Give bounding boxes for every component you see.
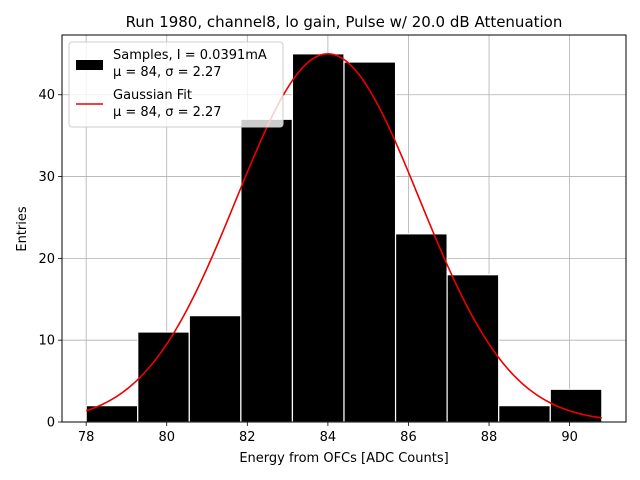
- legend-box: [68, 41, 284, 128]
- x-axis-ticks: 78 80 82 84 86 88 90: [78, 422, 578, 445]
- histogram-bar: [137, 331, 190, 423]
- histogram-bar: [291, 53, 345, 423]
- x-tick-label: 82: [239, 430, 256, 445]
- x-tick-label: 90: [561, 430, 578, 445]
- gaussian-fit-line: [85, 53, 602, 419]
- legend-samples-swatch: [76, 60, 103, 70]
- legend-samples-stats: μ = 84, σ = 2.27: [113, 65, 222, 80]
- chart-title: Run 1980, channel8, lo gain, Pulse w/ 20…: [126, 13, 563, 31]
- x-tick-label: 78: [78, 430, 95, 445]
- histogram-bar: [498, 405, 551, 423]
- legend: Samples, I = 0.0391mA μ = 84, σ = 2.27 G…: [68, 41, 284, 128]
- legend-samples-label: Samples, I = 0.0391mA: [113, 48, 267, 63]
- histogram-bar: [188, 315, 242, 423]
- x-tick-label: 80: [158, 430, 175, 445]
- x-axis-label: Energy from OFCs [ADC Counts]: [239, 451, 448, 466]
- y-tick-label: 30: [38, 170, 55, 185]
- histogram-bar: [446, 274, 500, 423]
- y-tick-label: 0: [47, 416, 55, 431]
- y-axis-ticks: 0 10 20 30 40: [38, 88, 62, 431]
- legend-fit-label: Gaussian Fit: [113, 88, 192, 103]
- histogram-bar: [394, 233, 448, 423]
- histogram-bar: [343, 61, 397, 423]
- plot-frame: [61, 34, 627, 423]
- histogram-bars: [85, 53, 603, 423]
- legend-fit-stats: μ = 84, σ = 2.27: [113, 105, 222, 120]
- x-tick-label: 88: [481, 430, 498, 445]
- x-tick-label: 84: [320, 430, 337, 445]
- y-tick-label: 40: [38, 88, 55, 103]
- y-tick-label: 10: [38, 334, 55, 349]
- x-tick-label: 86: [400, 430, 417, 445]
- y-tick-label: 20: [38, 252, 55, 267]
- gaussian-fit: [85, 53, 602, 419]
- histogram-bar: [240, 118, 294, 423]
- y-axis-label: Entries: [15, 206, 30, 252]
